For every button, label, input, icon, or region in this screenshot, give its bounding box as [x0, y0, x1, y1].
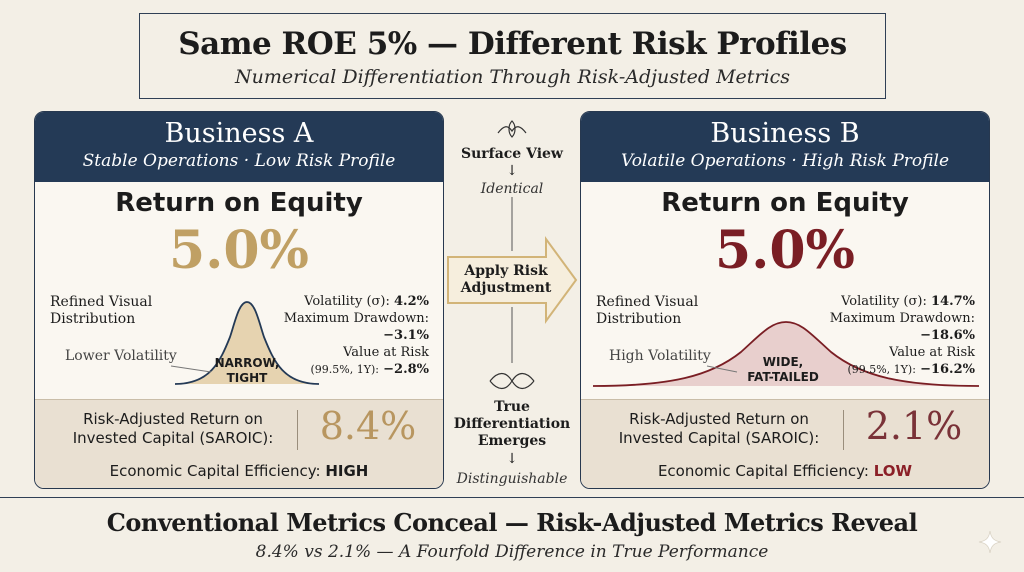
curve-text-line2: FAT-TAILED [747, 370, 819, 384]
business-a-name: Business A [164, 118, 314, 149]
true-differentiation-label: True Differentiation Emerges [453, 399, 571, 449]
business-a-metrics: Volatility (σ): 4.2% Maximum Drawdown: −… [284, 293, 429, 378]
ornament-icon [489, 372, 535, 390]
connector-graphics [447, 120, 578, 390]
business-a-panel: Business A Stable Operations · Low Risk … [34, 111, 444, 489]
business-b-header: Business B Volatile Operations · High Ri… [581, 112, 989, 182]
ornament-icon [497, 120, 527, 138]
efficiency-level: LOW [873, 462, 913, 480]
middle-connector: Surface View ↓ Identical Apply Risk Adju… [444, 111, 580, 489]
business-b-curve-text: WIDE, FAT-TAILED [727, 355, 839, 385]
metric-var: (99.5%, 1Y): −16.2% [847, 362, 975, 377]
metric-volatility: Volatility (σ): 14.7% [841, 294, 975, 309]
var-value: −16.2% [920, 362, 975, 377]
curve-text-line1: NARROW, [214, 356, 280, 370]
drawdown-value: −18.6% [920, 328, 975, 343]
metric-var-label: Value at Risk [343, 345, 429, 360]
divider [297, 410, 298, 450]
metric-var: (99.5%, 1Y): −2.8% [310, 362, 429, 377]
business-b-metrics: Volatility (σ): 14.7% Maximum Drawdown: … [830, 293, 975, 378]
business-b-saroic-value: 2.1% [865, 404, 963, 448]
footer-divider [0, 497, 1024, 498]
sparkle-icon [978, 530, 1002, 554]
apply-risk-label: Apply Risk Adjustment [460, 263, 552, 296]
volatility-value: 14.7% [930, 294, 975, 309]
drawdown-value: −3.1% [383, 328, 429, 343]
business-a-saroic-value: 8.4% [319, 404, 417, 448]
business-a-curve-text: NARROW, TIGHT [201, 356, 293, 386]
surface-view-label: Surface View [461, 146, 563, 162]
down-arrow-icon: ↓ [506, 163, 518, 179]
distinguishable-label: Distinguishable [456, 471, 568, 487]
business-b-dist-label: Refined Visual Distribution [596, 294, 698, 328]
business-a-header: Business A Stable Operations · Low Risk … [35, 112, 443, 182]
business-a-description: Stable Operations · Low Risk Profile [82, 151, 396, 171]
business-a-roe-value: 5.0% [169, 220, 309, 281]
metric-volatility: Volatility (σ): 4.2% [304, 294, 429, 309]
title-box: Same ROE 5% — Different Risk Profiles Nu… [139, 13, 886, 99]
metric-drawdown-label: Maximum Drawdown: [283, 311, 429, 326]
metric-var-label: Value at Risk [889, 345, 975, 360]
footer-title: Conventional Metrics Conceal — Risk-Adju… [106, 508, 918, 537]
business-b-saroic-label: Risk-Adjusted Return on Invested Capital… [618, 410, 820, 447]
business-a-saroic-section: Risk-Adjusted Return on Invested Capital… [35, 399, 443, 488]
page-title: Same ROE 5% — Different Risk Profiles [178, 26, 847, 62]
dist-label-line1: Refined Visual [50, 294, 153, 310]
business-a-distribution-curve [170, 301, 320, 385]
efficiency-level: HIGH [325, 462, 369, 480]
business-a-dist-label: Refined Visual Distribution [50, 294, 152, 328]
business-b-roe-value: 5.0% [715, 220, 855, 281]
business-a-saroic-label: Risk-Adjusted Return on Invested Capital… [72, 410, 274, 447]
business-a-efficiency: Economic Capital Efficiency: HIGH [109, 462, 369, 480]
curve-text-line1: WIDE, [762, 355, 804, 369]
business-b-saroic-section: Risk-Adjusted Return on Invested Capital… [581, 399, 989, 488]
metric-drawdown-label: Maximum Drawdown: [829, 311, 975, 326]
page-subtitle: Numerical Differentiation Through Risk-A… [235, 66, 790, 88]
down-arrow-icon: ↓ [506, 451, 518, 467]
curve-text-line2: TIGHT [226, 371, 268, 385]
var-value: −2.8% [383, 362, 429, 377]
dist-label-line1: Refined Visual [596, 294, 699, 310]
divider [843, 410, 844, 450]
business-b-efficiency: Economic Capital Efficiency: LOW [657, 462, 913, 480]
business-a-volatility-tag: Lower Volatility [65, 348, 177, 364]
business-b-panel: Business B Volatile Operations · High Ri… [580, 111, 990, 489]
business-b-distribution-curve [592, 321, 980, 387]
identical-label: Identical [480, 181, 544, 197]
business-a-roe-label: Return on Equity [115, 188, 363, 218]
volatility-value: 4.2% [394, 294, 429, 309]
business-b-roe-label: Return on Equity [661, 188, 909, 218]
dist-label-line2: Distribution [50, 311, 136, 327]
footer-subtitle: 8.4% vs 2.1% — A Fourfold Difference in … [255, 542, 769, 562]
business-b-description: Volatile Operations · High Risk Profile [620, 151, 950, 171]
dist-label-line2: Distribution [596, 311, 682, 327]
business-b-volatility-tag: High Volatility [609, 348, 711, 364]
business-b-name: Business B [710, 118, 860, 149]
